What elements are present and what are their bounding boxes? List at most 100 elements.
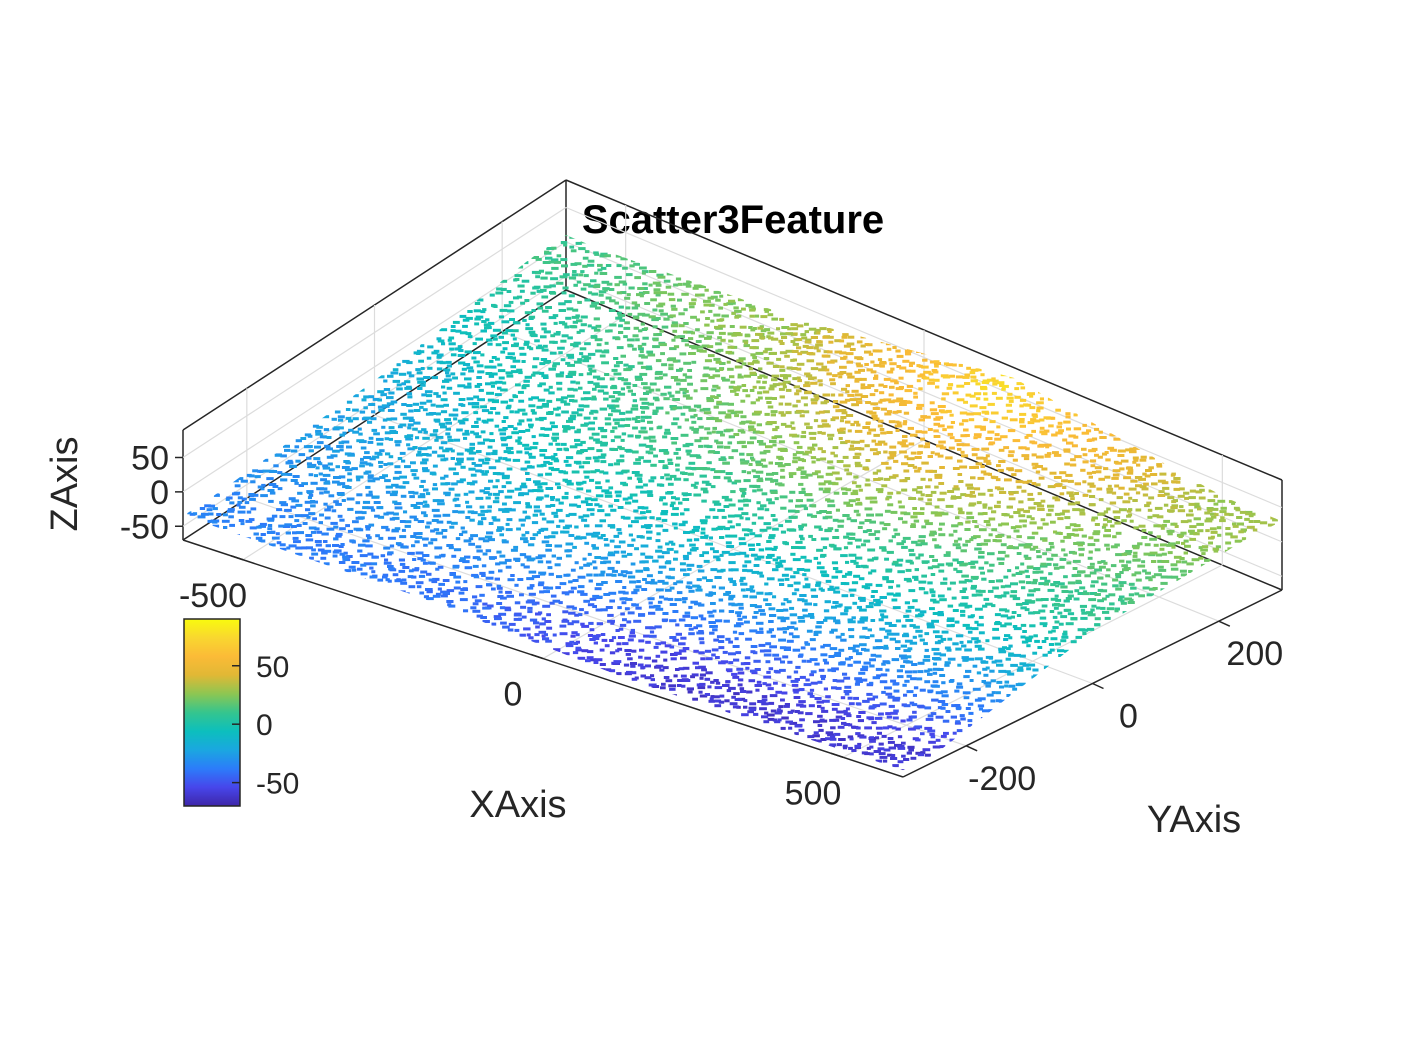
cloud-point [1208, 536, 1214, 540]
cloud-point [397, 457, 403, 460]
cloud-point [675, 447, 681, 451]
cloud-point [548, 572, 554, 576]
cloud-point [806, 374, 813, 378]
cloud-point [1065, 473, 1073, 477]
cloud-point [1013, 627, 1022, 631]
cloud-point [686, 581, 693, 585]
cloud-point [1161, 481, 1169, 485]
cloud-point [1175, 541, 1180, 545]
cloud-point [935, 715, 944, 719]
cloud-point [709, 625, 715, 628]
cloud-point [1027, 492, 1034, 496]
cloud-point [764, 309, 769, 313]
cloud-point [394, 440, 402, 444]
cloud-point [824, 616, 833, 620]
cloud-point [435, 531, 444, 535]
cloud-point [619, 318, 625, 322]
cloud-point [1188, 529, 1195, 533]
cloud-point [655, 539, 661, 543]
cloud-point [927, 566, 933, 570]
cloud-point [860, 383, 866, 387]
cloud-point [963, 428, 969, 432]
cloud-point [525, 478, 532, 481]
cloud-point [613, 534, 620, 538]
cloud-point [669, 603, 677, 606]
cloud-point [583, 274, 589, 278]
cloud-point [973, 465, 979, 469]
cloud-point [425, 525, 430, 529]
cloud-point [422, 408, 428, 412]
cloud-point [992, 379, 999, 383]
cloud-point [422, 467, 428, 471]
cloud-point [792, 377, 798, 381]
cloud-point [1045, 445, 1050, 449]
cloud-point [1009, 375, 1017, 379]
cloud-point [771, 337, 779, 341]
cloud-point [549, 421, 555, 425]
cloud-point [1018, 580, 1026, 584]
cloud-point [506, 374, 514, 378]
cloud-point [550, 291, 557, 295]
cloud-point [421, 511, 427, 515]
cloud-point [782, 385, 787, 389]
cloud-point [584, 298, 591, 302]
cloud-point [832, 446, 839, 450]
cloud-point [680, 568, 687, 572]
cloud-point [870, 634, 875, 638]
cloud-point [449, 347, 454, 351]
cloud-point [806, 359, 815, 363]
cloud-point [544, 494, 550, 498]
cloud-point [667, 292, 675, 296]
cloud-point [1119, 559, 1125, 563]
cloud-point [1028, 589, 1036, 593]
cloud-point [970, 575, 979, 579]
cloud-point [645, 555, 654, 559]
cloud-point [960, 450, 965, 454]
cloud-point [960, 609, 966, 613]
cloud-point [883, 477, 891, 481]
cloud-point [1253, 520, 1261, 523]
cloud-point [895, 429, 900, 432]
cloud-point [712, 628, 718, 632]
cloud-point [831, 667, 839, 671]
cloud-point [404, 435, 411, 439]
cloud-point [1065, 597, 1072, 600]
cloud-point [1180, 531, 1187, 535]
cloud-point [601, 581, 608, 584]
cloud-point [273, 464, 279, 468]
cloud-point [1050, 597, 1058, 601]
cloud-point [592, 375, 601, 379]
cloud-point [662, 435, 668, 439]
cloud-point [1097, 455, 1103, 459]
cloud-point [487, 411, 493, 415]
cloud-point [307, 496, 312, 500]
cloud-point [985, 437, 993, 440]
cloud-point [504, 558, 512, 562]
cloud-point [875, 488, 884, 492]
cloud-point [516, 527, 521, 531]
cloud-point [410, 504, 418, 507]
cloud-point [609, 377, 615, 381]
cloud-point [512, 337, 517, 341]
cloud-point [1220, 506, 1227, 510]
cloud-point [495, 291, 504, 295]
cloud-point [643, 459, 652, 463]
cloud-point [855, 498, 861, 502]
cloud-point [712, 374, 721, 378]
cloud-point [765, 603, 772, 606]
cloud-point [419, 401, 427, 405]
cloud-point [962, 587, 968, 591]
cloud-point [808, 327, 817, 331]
cloud-point [834, 651, 842, 655]
cloud-point [499, 308, 508, 312]
cloud-point [841, 387, 848, 391]
cloud-point [759, 649, 765, 653]
cloud-point [894, 424, 903, 428]
cloud-point [896, 397, 904, 401]
cloud-point [1053, 606, 1059, 610]
cloud-point [662, 502, 668, 506]
cloud-point [560, 339, 567, 343]
cloud-point [816, 511, 822, 515]
cloud-point [870, 370, 877, 374]
cloud-point [750, 645, 758, 648]
